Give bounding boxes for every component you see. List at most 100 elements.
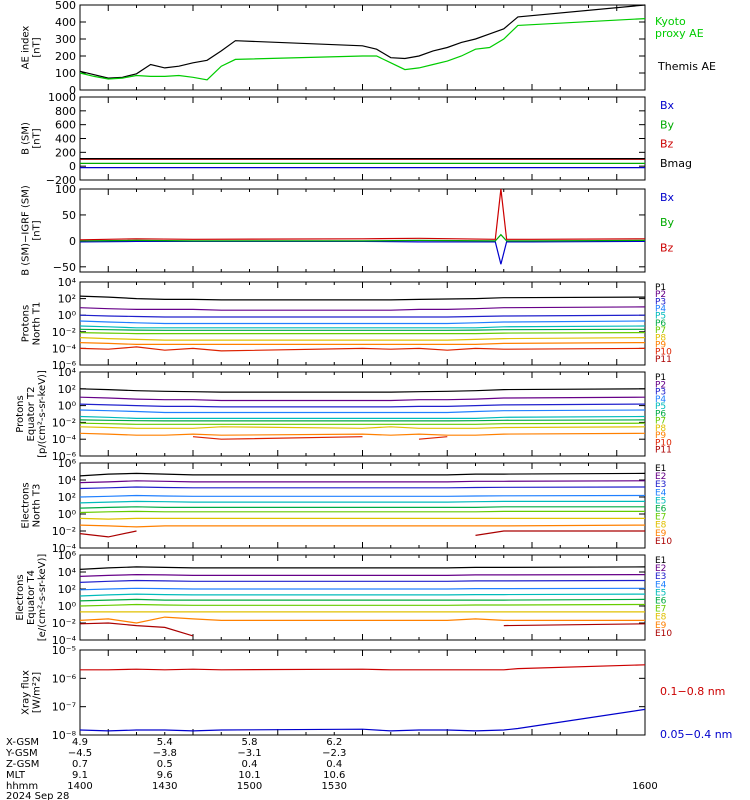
ephemeris-value: 1430 [152, 781, 177, 792]
series-line-kyoto-proxy-ae [79, 18, 646, 81]
y-tick-label: 10² [58, 383, 76, 396]
y-tick-label: 10⁰ [58, 400, 77, 413]
y-axis-label-line: [W/m²2] [32, 672, 43, 713]
series-line-e9 [79, 524, 646, 528]
panel-frame [79, 4, 646, 91]
legend-item: E8 [655, 521, 667, 531]
series-line-e10 [79, 622, 194, 637]
y-axis-label-line: [nT] [32, 220, 43, 240]
series-line-e7 [79, 603, 646, 607]
series-line-bx [79, 240, 646, 265]
panel-frame [79, 371, 646, 457]
ephemeris-label: X-GSM [6, 737, 39, 748]
series-line-p6 [79, 328, 646, 331]
y-tick-label: 10⁻⁶ [52, 672, 77, 685]
series-line-themis-ae [79, 4, 646, 79]
ephemeris-label: Z-GSM [6, 759, 39, 770]
ephemeris-value: 6.2 [326, 737, 342, 748]
legend-item: E4 [655, 580, 667, 590]
y-tick-label: 800 [55, 105, 76, 118]
panel-frame [79, 188, 646, 273]
legend-item: E6 [655, 597, 667, 607]
series-line-e10 [79, 530, 137, 538]
y-tick-label: 10⁴ [58, 474, 77, 487]
y-tick-label: 10⁻⁴ [52, 433, 77, 446]
y-axis-label-line: Protons [21, 305, 32, 342]
legend-item: E1 [655, 464, 666, 474]
y-tick-label: 10⁻⁶ [52, 359, 77, 372]
legend-item: P3 [655, 297, 666, 307]
y-tick-label: 10⁻⁵ [52, 644, 76, 657]
y-tick-label: 300 [55, 33, 76, 46]
legend-item: P8 [655, 333, 666, 343]
series-line-0-1-0-8-nm [80, 664, 646, 671]
y-tick-label: 10² [58, 491, 76, 504]
ephemeris-value: 5.8 [242, 737, 258, 748]
legend-item: 0.05−0.4 nm [660, 728, 732, 741]
series-line-0-05-0-4-nm [79, 708, 646, 732]
series-line-p7 [79, 422, 646, 425]
y-axis-label-line: [nT] [32, 128, 43, 148]
y-tick-label: 10⁻⁶ [52, 450, 77, 463]
legend-item: E7 [655, 513, 666, 523]
legend-item: Kyoto [655, 15, 686, 28]
y-tick-label: 200 [55, 50, 76, 63]
y-tick-label: 10⁰ [58, 600, 77, 613]
series-line-e3 [79, 486, 646, 490]
ephemeris-value: 4.9 [72, 737, 88, 748]
y-axis-label-line: North T3 [32, 484, 43, 528]
ephemeris-value: 5.4 [157, 737, 173, 748]
legend-item: Themis AE [657, 60, 716, 73]
legend-item: P9 [655, 340, 666, 350]
legend-item: P5 [655, 312, 666, 322]
series-line-p6 [79, 419, 646, 422]
y-axis-label: Protons North T1 [21, 302, 43, 346]
series-line-e2 [79, 573, 646, 577]
series-line-e10 [503, 623, 646, 627]
legend-item: P7 [655, 326, 666, 336]
ephemeris-value: 1530 [322, 781, 347, 792]
y-axis-label: Xray flux [W/m²2] [21, 670, 43, 715]
y-axis-label-line: B (SM)−IGRF (SM) [21, 185, 32, 276]
ephemeris-value: 9.1 [72, 770, 88, 781]
series-line-e5 [79, 593, 646, 597]
ephemeris-value: −2.3 [322, 748, 346, 759]
legend-item: E8 [655, 613, 667, 623]
legend-item: E3 [655, 480, 666, 490]
y-tick-label: 0 [69, 160, 76, 173]
series-line-e9 [79, 616, 645, 624]
ephemeris-value: 10.1 [238, 770, 260, 781]
legend-item: E2 [655, 564, 666, 574]
legend-item: P1 [655, 283, 666, 293]
legend-item: By [660, 118, 675, 131]
legend-item: P8 [655, 424, 666, 434]
y-tick-label: 0 [69, 235, 76, 248]
legend-item: P5 [655, 402, 666, 412]
y-tick-label: 10⁶ [58, 549, 77, 562]
y-axis-label-line: Electrons [15, 574, 26, 620]
ephemeris-value: 1600 [632, 781, 657, 792]
y-axis-label: AE index [nT] [21, 26, 43, 70]
y-axis-label-line: Equator T4 [26, 570, 37, 625]
series-line-e4 [79, 494, 646, 498]
ephemeris-value: 9.6 [157, 770, 173, 781]
legend-item: E1 [655, 556, 666, 566]
ephemeris-value: −3.8 [153, 748, 177, 759]
series-line-p1 [79, 388, 646, 393]
y-axis-label: Protons Equator T2 [p/(cm²-s-sr-keV)] [15, 370, 48, 458]
series-line-e4 [79, 587, 646, 591]
y-tick-label: 10⁻⁴ [52, 342, 77, 355]
legend-item: E9 [655, 621, 667, 631]
series-line-e7 [79, 510, 645, 514]
series-line-e2 [79, 480, 646, 484]
y-tick-label: 10⁻² [52, 326, 76, 339]
y-tick-label: 10² [58, 293, 76, 306]
y-axis-label-line: [p/(cm²-s-sr-keV)] [37, 370, 48, 458]
y-tick-label: 600 [55, 119, 76, 132]
legend-item: Bx [660, 99, 675, 112]
legend-item: Bz [660, 138, 674, 151]
y-tick-label: 10⁰ [58, 309, 77, 322]
ephemeris-label: MLT [6, 770, 26, 781]
y-tick-label: 10⁰ [58, 508, 77, 521]
